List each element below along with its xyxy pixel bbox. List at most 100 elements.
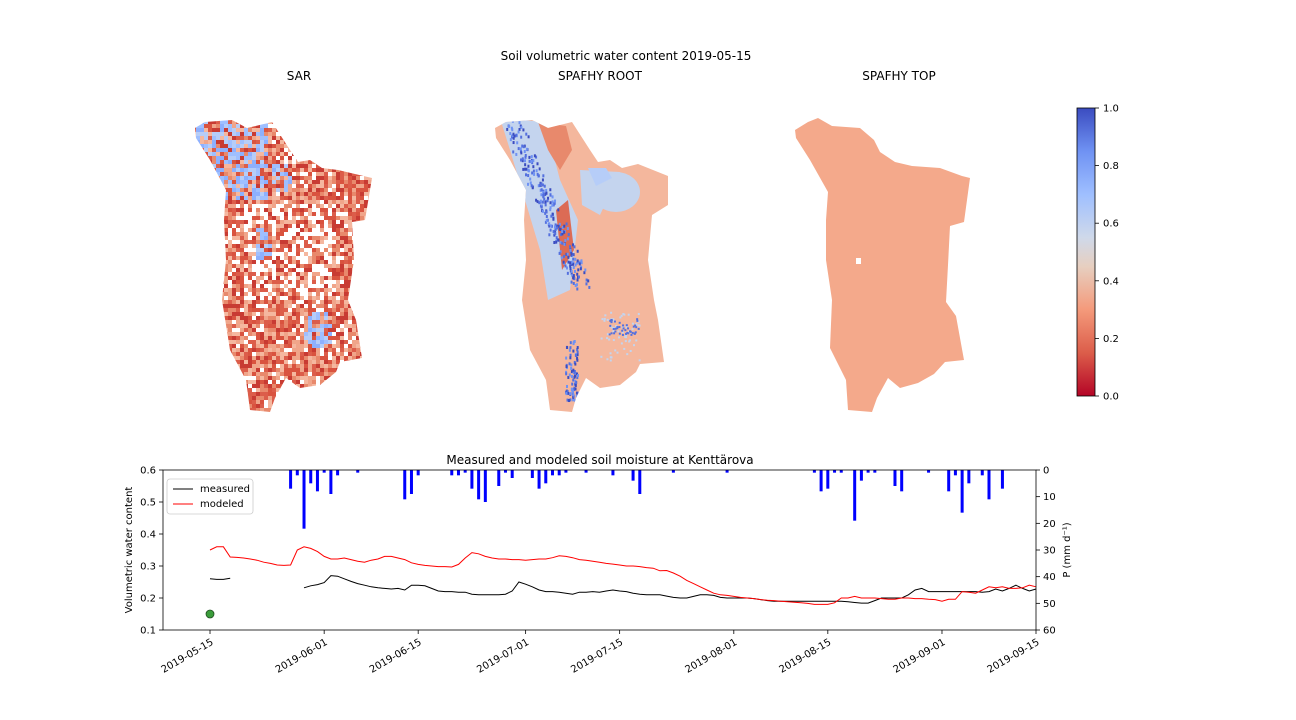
precip-bar [953, 470, 957, 476]
precip-bar [416, 470, 420, 476]
precip-bars [289, 470, 1004, 529]
precip-bar [295, 470, 299, 476]
precip-bar [510, 470, 514, 478]
precip-bar [987, 470, 991, 500]
precip-bar [403, 470, 407, 500]
measured-line [209, 575, 1037, 604]
y-tick-label: 0.3 [140, 562, 156, 573]
x-tick-label: 2019-08-01 [683, 637, 739, 676]
x-tick-label: 2019-07-15 [569, 637, 625, 676]
y-tick-label: 0.4 [140, 530, 156, 541]
y-right-tick-label: 30 [1043, 546, 1056, 557]
precip-bar [456, 470, 460, 476]
modeled-line [209, 546, 1037, 605]
precip-bar [544, 470, 548, 484]
precip-bar [853, 470, 857, 521]
timeseries-chart: 0.1 0.2 0.3 0.4 0.5 0.6 0 10 20 30 40 50 60 2019-05… [124, 466, 1073, 676]
precip-bar [893, 470, 897, 486]
y-axis-right-ticks: 0 10 20 30 40 50 60 [1036, 466, 1056, 637]
precip-bar [1000, 470, 1004, 489]
precip-bar [564, 470, 568, 473]
y-right-tick-label: 0 [1043, 466, 1049, 477]
timeseries-title: Measured and modeled soil moisture at Ke… [446, 453, 753, 467]
precip-bar [584, 470, 588, 473]
precip-bar [503, 470, 507, 473]
x-tick-label: 2019-06-15 [368, 637, 424, 676]
precip-bar [873, 470, 877, 473]
precip-bar [315, 470, 319, 492]
precip-bar [477, 470, 481, 500]
precip-bar [826, 470, 830, 489]
colorbar: 0.0 0.2 0.4 0.6 0.8 1.0 [1076, 104, 1119, 403]
precip-bar [900, 470, 904, 492]
colorbar-tick-label: 1.0 [1103, 104, 1119, 115]
spafhy-top-map [795, 118, 970, 412]
marker-points [205, 609, 215, 619]
precip-bar [322, 470, 326, 473]
precip-bar [638, 470, 642, 494]
plot-frame [162, 469, 1037, 631]
precip-bar [819, 470, 823, 492]
y-right-tick-label: 50 [1043, 599, 1056, 610]
legend-label-modeled: modeled [200, 499, 244, 510]
series-lines [209, 546, 1037, 605]
precip-bar [483, 470, 487, 502]
y-right-tick-label: 60 [1043, 626, 1056, 637]
precip-bar [537, 470, 541, 489]
colorbar-tick-label: 0.2 [1103, 334, 1119, 345]
precip-bar [289, 470, 293, 489]
precip-bar [960, 470, 964, 513]
precip-bar [980, 470, 984, 476]
precip-bar [631, 470, 635, 481]
precip-bar [859, 470, 863, 481]
precip-bar [336, 470, 340, 476]
map-title-sar: SAR [287, 69, 311, 83]
precip-bar [450, 470, 454, 476]
colorbar-tick-label: 0.4 [1103, 276, 1119, 287]
sample-point [205, 609, 215, 619]
x-tick-label: 2019-07-01 [475, 637, 531, 676]
x-tick-label: 2019-06-01 [274, 637, 330, 676]
precip-bar [356, 470, 360, 473]
precip-bar [497, 470, 501, 486]
precip-bar [329, 470, 333, 494]
colorbar-gradient [1076, 107, 1096, 397]
legend: measured modeled [166, 478, 254, 515]
x-tick-label: 2019-09-15 [986, 637, 1042, 676]
precip-bar [557, 470, 561, 476]
precip-bar [947, 470, 951, 492]
y-right-tick-label: 40 [1043, 572, 1056, 583]
y-tick-label: 0.6 [140, 466, 156, 477]
precip-bar [927, 470, 931, 473]
y-axis-right-label: P (mm d⁻¹) [1062, 522, 1073, 577]
map-title-spafhy-top: SPAFHY TOP [862, 69, 935, 83]
precip-bar [530, 470, 534, 478]
precip-bar [839, 470, 843, 473]
colorbar-tick-label: 0.8 [1103, 161, 1119, 172]
figure-suptitle: Soil volumetric water content 2019-05-15 [501, 49, 752, 63]
y-tick-label: 0.1 [140, 626, 156, 637]
precip-bar [470, 470, 474, 489]
sar-map [195, 120, 372, 412]
y-axis-label: Volumetric water content [124, 487, 135, 614]
map-title-spafhy-root: SPAFHY ROOT [558, 69, 643, 83]
precip-bar [967, 470, 971, 484]
x-tick-label: 2019-05-15 [160, 637, 216, 676]
colorbar-tick-label: 0.6 [1103, 219, 1119, 230]
y-right-tick-label: 20 [1043, 519, 1056, 530]
colorbar-tick-label: 0.0 [1103, 392, 1119, 403]
x-tick-label: 2019-08-15 [777, 637, 833, 676]
precip-bar [611, 470, 615, 476]
precip-bar [463, 470, 467, 473]
precip-bar [309, 470, 313, 484]
precip-bar [409, 470, 413, 494]
precip-bar [725, 470, 729, 473]
x-tick-label: 2019-09-01 [892, 637, 948, 676]
precip-bar [302, 470, 306, 529]
y-tick-label: 0.5 [140, 498, 156, 509]
precip-bar [812, 470, 816, 473]
precip-bar [833, 470, 837, 473]
precip-bar [866, 470, 870, 473]
precip-bar [550, 470, 554, 476]
